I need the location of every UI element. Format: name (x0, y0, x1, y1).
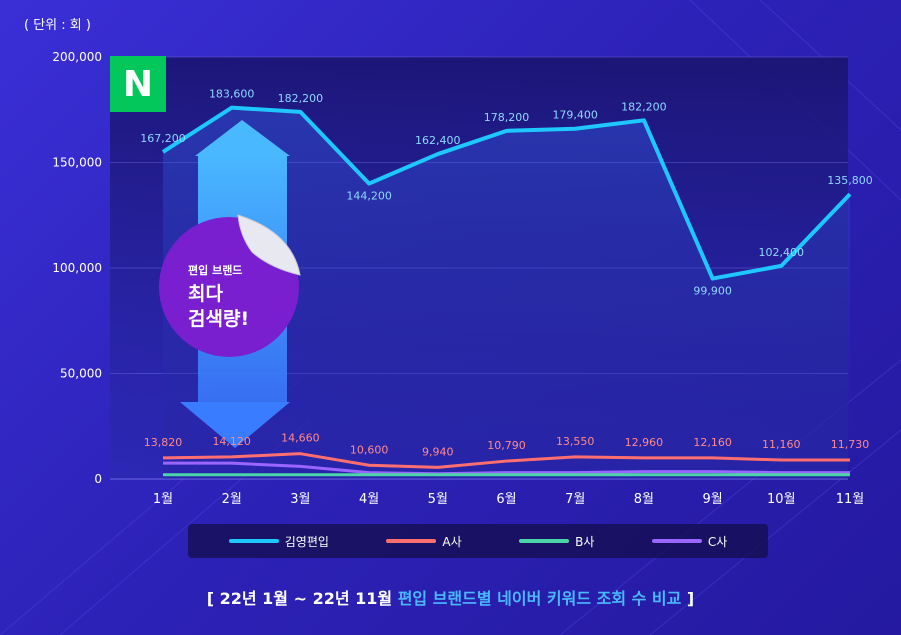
data-label: 144,200 (346, 190, 392, 203)
legend-swatch (651, 539, 702, 543)
x-tick-label: 2월 (222, 492, 242, 507)
x-tick-label: 1월 (153, 492, 173, 507)
data-label: 12,960 (625, 436, 664, 449)
data-labels: 167,200 183,600 182,200 144,200 162,400 178,2… (140, 88, 873, 459)
data-label: 14,660 (281, 432, 320, 445)
data-label: 162,400 (415, 134, 461, 147)
data-label: 11,730 (831, 438, 870, 451)
caption-highlight: 편입 브랜드별 네이버 키워드 조회 수 비교 (397, 589, 682, 608)
data-label: 135,800 (827, 174, 873, 187)
data-label: 182,200 (278, 92, 324, 105)
legend-label: 김영편입 (284, 534, 329, 549)
x-tick-label: 5월 (428, 492, 448, 507)
y-tick-label: 150,000 (52, 156, 102, 170)
series-line (162, 452, 850, 469)
data-label: 13,820 (144, 436, 183, 449)
x-tick-label: 11월 (836, 492, 865, 507)
data-label: 12,160 (693, 436, 732, 449)
y-tick-label: 0 (94, 472, 102, 486)
unit-label: ( 단위 : 회 ) (24, 18, 91, 33)
data-label: 178,200 (484, 111, 530, 124)
x-tick-label: 10월 (767, 492, 796, 507)
data-label: 9,940 (422, 445, 454, 458)
legend: 김영편입 A사 B사 C사 (188, 524, 768, 558)
y-tick-label: 100,000 (52, 261, 102, 275)
footer-caption: [ 22년 1월 ~ 22년 11월 편입 브랜드별 네이버 키워드 조회 수 … (0, 585, 901, 609)
legend-label: B사 (575, 534, 595, 549)
caption-suffix: ] (681, 589, 695, 608)
legend-swatch (519, 539, 570, 543)
legend-item: B사 (519, 533, 594, 550)
x-tick-label: 4월 (359, 492, 379, 507)
legend-swatch (386, 539, 437, 543)
sticker-line-3: 검색량! (188, 308, 249, 330)
series-lines (161, 105, 852, 477)
data-label: 102,400 (759, 246, 805, 259)
sticker-line-2: 최다 (188, 283, 223, 305)
x-axis: 1월 2월 3월 4월 5월 6월 7월 8월 9월 10월 11월 (153, 492, 864, 507)
x-tick-label: 9월 (702, 492, 722, 507)
legend-label: A사 (442, 534, 462, 549)
data-label: 99,900 (693, 285, 732, 298)
x-tick-label: 6월 (496, 492, 516, 507)
legend-label: C사 (707, 534, 728, 549)
data-label: 11,160 (762, 438, 801, 451)
x-tick-label: 8월 (634, 492, 654, 507)
sticker-badge: 편입 브랜드 최다 검색량! (159, 214, 301, 357)
y-tick-label: 200,000 (52, 50, 102, 64)
series-line (163, 461, 850, 476)
data-label: 167,200 (140, 132, 186, 145)
data-label: 10,600 (350, 443, 389, 456)
x-tick-label: 7월 (565, 492, 585, 507)
x-tick-label: 3월 (290, 492, 310, 507)
legend-item: C사 (651, 533, 728, 550)
legend-item: A사 (386, 533, 462, 550)
y-tick-label: 50,000 (60, 367, 102, 381)
series-line (161, 105, 852, 281)
y-axis: 0 50,000 100,000 150,000 200,000 (52, 50, 102, 486)
data-label: 14,120 (212, 435, 251, 448)
data-label: 179,400 (552, 109, 598, 122)
data-label: 182,200 (621, 100, 667, 113)
data-label: 183,600 (209, 88, 255, 101)
legend-item: 김영편입 (228, 533, 329, 550)
legend-swatch (228, 539, 279, 543)
sticker-line-1: 편입 브랜드 (188, 263, 242, 277)
data-label: 10,790 (487, 439, 526, 452)
caption-prefix: [ 22년 1월 ~ 22년 11월 (206, 589, 398, 608)
naver-logo-icon: N (110, 56, 166, 112)
data-label: 13,550 (556, 435, 595, 448)
